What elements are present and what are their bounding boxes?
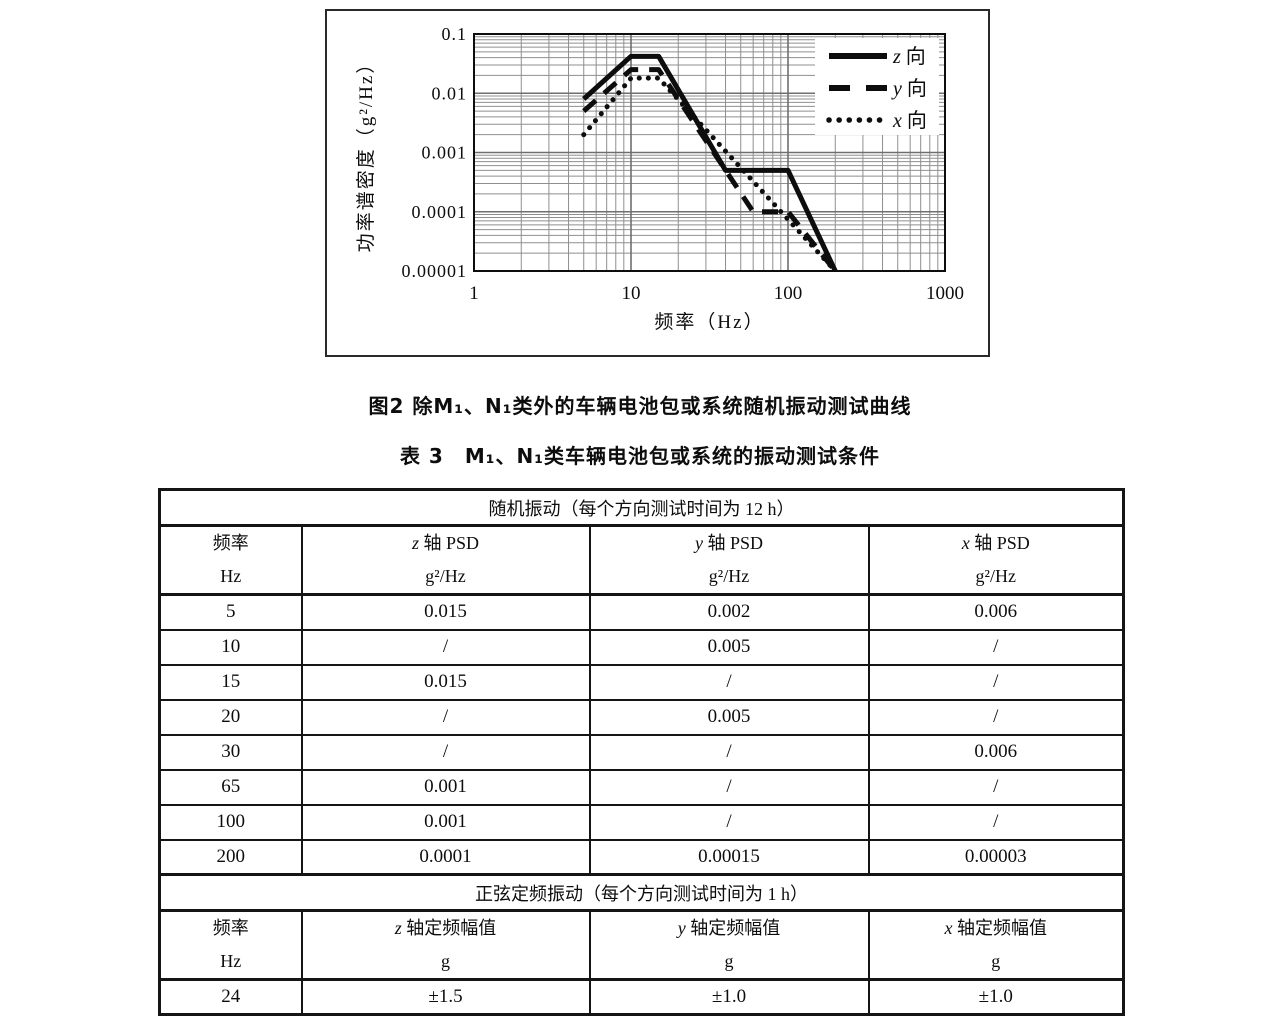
- x-tick-label: 1000: [926, 283, 964, 304]
- column-header-cell: y 轴定频幅值 g: [588, 909, 870, 981]
- value-cell: /: [867, 628, 1125, 666]
- x-tick-label: 10: [622, 283, 641, 304]
- table-caption: 表 3 M₁、N₁类车辆电池包或系统的振动测试条件: [399, 444, 881, 468]
- section-header: 随机振动（每个方向测试时间为 12 h）: [158, 488, 1125, 527]
- table-row: 20/0.005/: [158, 698, 1125, 736]
- y-tick-label: 0.01: [432, 83, 468, 103]
- value-cell: 0.00003: [867, 838, 1125, 876]
- column-header-cell: 频率 Hz: [158, 909, 303, 981]
- column-header-cell: z 轴 PSD g²/Hz: [300, 524, 591, 596]
- table-row: 15 0.015//: [158, 663, 1125, 701]
- table-row: 200 0.0001 0.00015 0.00003: [158, 838, 1125, 876]
- series-dashed-line: [582, 67, 838, 273]
- plot-frame: [473, 33, 946, 272]
- x-tick-label: 1: [469, 283, 479, 304]
- value-cell: 0.006: [867, 733, 1125, 771]
- value-cell: 0.0001: [300, 838, 591, 876]
- frequency-cell: 200: [158, 838, 303, 876]
- value-cell: /: [588, 768, 870, 806]
- value-cell: ±1.0: [588, 978, 870, 1016]
- column-header-cell: x 轴 PSD g²/Hz: [867, 524, 1125, 596]
- y-tick-label: 0.0001: [412, 202, 468, 222]
- value-cell: ±1.5: [300, 978, 591, 1016]
- section-header-row: 正弦定频振动（每个方向测试时间为 1 h）: [158, 873, 1125, 912]
- value-cell: 0.006: [867, 593, 1125, 631]
- series-dotted-line: [581, 75, 838, 274]
- column-header-row: 频率 Hz z 轴定频幅值 g y 轴定频幅值 g x 轴定频幅值 g: [158, 909, 1125, 981]
- series-solid-line: [582, 53, 838, 273]
- y-axis-title: 功率谱密度（g²/Hz）: [355, 53, 377, 253]
- value-cell: /: [588, 663, 870, 701]
- column-header-row: 频率 Hz z 轴 PSD g²/Hz y 轴 PSD g²/Hz x 轴 PSD g²/Hz: [158, 524, 1125, 596]
- column-header-cell: x 轴定频幅值 g: [867, 909, 1125, 981]
- value-cell: 0.001: [300, 803, 591, 841]
- column-header-cell: z 轴定频幅值 g: [300, 909, 591, 981]
- value-cell: /: [588, 733, 870, 771]
- legend-label: x 向: [892, 109, 927, 132]
- x-axis-title: 频率（Hz）: [654, 311, 764, 333]
- value-cell: /: [300, 733, 591, 771]
- value-cell: /: [300, 698, 591, 736]
- frequency-cell: 10: [158, 628, 303, 666]
- frequency-cell: 15: [158, 663, 303, 701]
- column-header-cell: y 轴 PSD g²/Hz: [588, 524, 870, 596]
- section-header-row: 随机振动（每个方向测试时间为 12 h）: [158, 488, 1125, 527]
- vibration-test-table: 随机振动（每个方向测试时间为 12 h） 频率 Hz z 轴 PSD g²/Hz y 轴 …: [158, 488, 1125, 1016]
- table-row: 65 0.001//: [158, 768, 1125, 806]
- legend-label: y 向: [891, 77, 927, 100]
- value-cell: /: [588, 803, 870, 841]
- frequency-cell: 30: [158, 733, 303, 771]
- value-cell: /: [867, 663, 1125, 701]
- y-tick-label: 0.001: [422, 143, 468, 163]
- value-cell: 0.005: [588, 698, 870, 736]
- legend-label: z 向: [892, 45, 926, 68]
- value-cell: 0.015: [300, 593, 591, 631]
- value-cell: ±1.0: [867, 978, 1125, 1016]
- value-cell: 0.00015: [588, 838, 870, 876]
- figure-2-box: z 向 y 向 x 向 0.1 0.01 0.001 0.0001 0.00001 1 10 100…: [325, 9, 990, 357]
- frequency-cell: 100: [158, 803, 303, 841]
- frequency-cell: 24: [158, 978, 303, 1016]
- y-tick-label: 0.1: [442, 24, 468, 44]
- legend: z 向 y 向 x 向: [815, 38, 939, 135]
- frequency-cell: 5: [158, 593, 303, 631]
- frequency-cell: 20: [158, 698, 303, 736]
- value-cell: /: [300, 628, 591, 666]
- x-tick-label: 100: [774, 283, 803, 304]
- value-cell: /: [867, 698, 1125, 736]
- y-tick-label: 0.00001: [402, 261, 468, 281]
- table-row: 30//0.006: [158, 733, 1125, 771]
- value-cell: 0.001: [300, 768, 591, 806]
- value-cell: 0.002: [588, 593, 870, 631]
- frequency-cell: 65: [158, 768, 303, 806]
- table-row: 100 0.001//: [158, 803, 1125, 841]
- table-row: 5 0.015 0.002 0.006: [158, 593, 1125, 631]
- value-cell: 0.005: [588, 628, 870, 666]
- value-cell: /: [867, 803, 1125, 841]
- column-header-cell: 频率 Hz: [158, 524, 303, 596]
- table-row: 10/0.005/: [158, 628, 1125, 666]
- value-cell: /: [867, 768, 1125, 806]
- value-cell: 0.015: [300, 663, 591, 701]
- figure-caption: 图2 除M₁、N₁类外的车辆电池包或系统随机振动测试曲线: [368, 394, 912, 418]
- table-row: 24 ±1.5 ±1.0 ±1.0: [158, 978, 1125, 1016]
- section-header: 正弦定频振动（每个方向测试时间为 1 h）: [158, 873, 1125, 912]
